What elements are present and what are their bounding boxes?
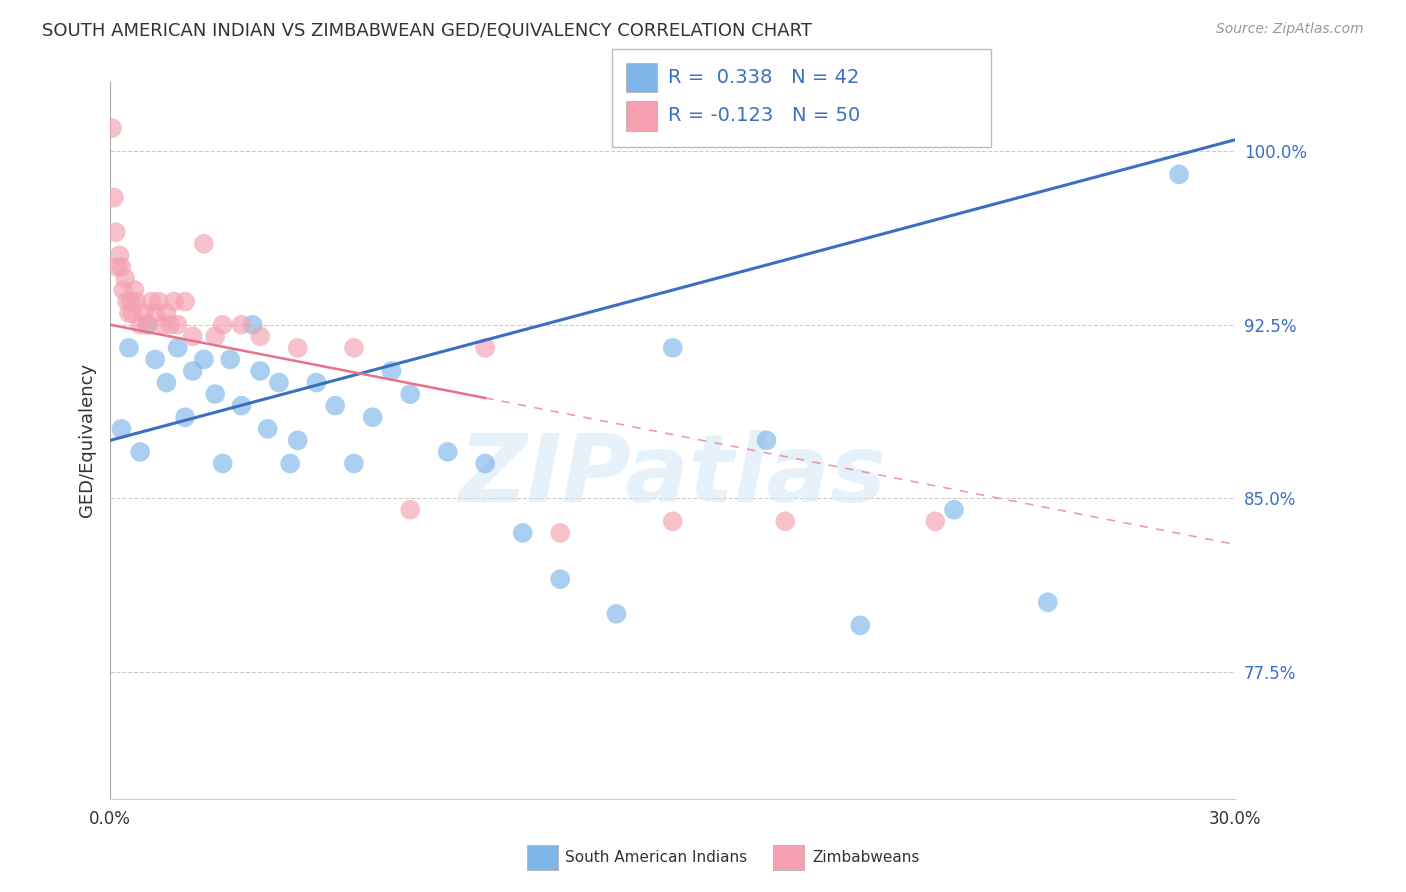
- Point: [399, 502, 422, 516]
- Point: [249, 329, 271, 343]
- Point: [181, 364, 204, 378]
- Point: [755, 434, 778, 448]
- Point: [249, 364, 271, 378]
- Point: [399, 387, 422, 401]
- Point: [278, 457, 301, 471]
- Point: [231, 318, 253, 332]
- Text: R =  0.338   N = 42: R = 0.338 N = 42: [668, 68, 859, 87]
- Point: [118, 341, 141, 355]
- Point: [661, 341, 683, 355]
- Point: [108, 248, 131, 262]
- Point: [174, 294, 197, 309]
- Point: [924, 514, 946, 528]
- Point: [104, 225, 127, 239]
- Point: [136, 318, 159, 332]
- Point: [242, 318, 264, 332]
- Point: [124, 283, 146, 297]
- Point: [287, 434, 309, 448]
- Point: [163, 294, 186, 309]
- Point: [121, 306, 143, 320]
- Point: [256, 422, 278, 436]
- Point: [343, 341, 366, 355]
- Point: [204, 387, 226, 401]
- Point: [155, 376, 177, 390]
- Point: [166, 318, 188, 332]
- Point: [103, 190, 125, 204]
- Point: [155, 306, 177, 320]
- Point: [231, 399, 253, 413]
- Point: [136, 318, 159, 332]
- Point: [125, 294, 148, 309]
- Point: [143, 352, 166, 367]
- Point: [110, 260, 132, 274]
- Point: [152, 318, 174, 332]
- Point: [380, 364, 402, 378]
- Point: [548, 525, 571, 540]
- Text: SOUTH AMERICAN INDIAN VS ZIMBABWEAN GED/EQUIVALENCY CORRELATION CHART: SOUTH AMERICAN INDIAN VS ZIMBABWEAN GED/…: [42, 22, 813, 40]
- Point: [773, 514, 796, 528]
- Point: [1036, 595, 1059, 609]
- Point: [548, 572, 571, 586]
- Point: [181, 329, 204, 343]
- Text: Source: ZipAtlas.com: Source: ZipAtlas.com: [1216, 22, 1364, 37]
- Point: [361, 410, 384, 425]
- Point: [174, 410, 197, 425]
- Point: [110, 422, 132, 436]
- Point: [129, 445, 152, 459]
- Point: [132, 306, 155, 320]
- Point: [159, 318, 181, 332]
- Point: [166, 341, 188, 355]
- Point: [436, 445, 458, 459]
- Point: [219, 352, 242, 367]
- Point: [107, 260, 129, 274]
- Point: [211, 457, 233, 471]
- Point: [141, 294, 163, 309]
- Text: South American Indians: South American Indians: [565, 850, 748, 864]
- Point: [120, 294, 142, 309]
- Text: ZIPatlas: ZIPatlas: [458, 430, 887, 522]
- Y-axis label: GED/Equivalency: GED/Equivalency: [79, 363, 96, 517]
- Text: R = -0.123   N = 50: R = -0.123 N = 50: [668, 106, 860, 126]
- Point: [193, 352, 215, 367]
- Point: [129, 318, 152, 332]
- Point: [287, 341, 309, 355]
- Point: [115, 294, 138, 309]
- Point: [474, 457, 496, 471]
- Point: [143, 306, 166, 320]
- Point: [211, 318, 233, 332]
- Point: [661, 514, 683, 528]
- Point: [343, 457, 366, 471]
- Point: [849, 618, 872, 632]
- Point: [943, 502, 966, 516]
- Point: [114, 271, 136, 285]
- Point: [605, 607, 627, 621]
- Point: [305, 376, 328, 390]
- Point: [512, 525, 534, 540]
- Point: [474, 341, 496, 355]
- Point: [323, 399, 346, 413]
- Point: [1168, 168, 1191, 182]
- Point: [118, 306, 141, 320]
- Point: [267, 376, 290, 390]
- Point: [101, 121, 124, 136]
- Point: [112, 283, 135, 297]
- Text: Zimbabweans: Zimbabweans: [813, 850, 920, 864]
- Point: [193, 236, 215, 251]
- Point: [204, 329, 226, 343]
- Point: [148, 294, 170, 309]
